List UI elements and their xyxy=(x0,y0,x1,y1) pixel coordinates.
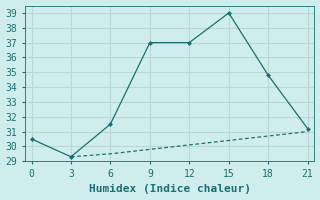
X-axis label: Humidex (Indice chaleur): Humidex (Indice chaleur) xyxy=(89,184,251,194)
